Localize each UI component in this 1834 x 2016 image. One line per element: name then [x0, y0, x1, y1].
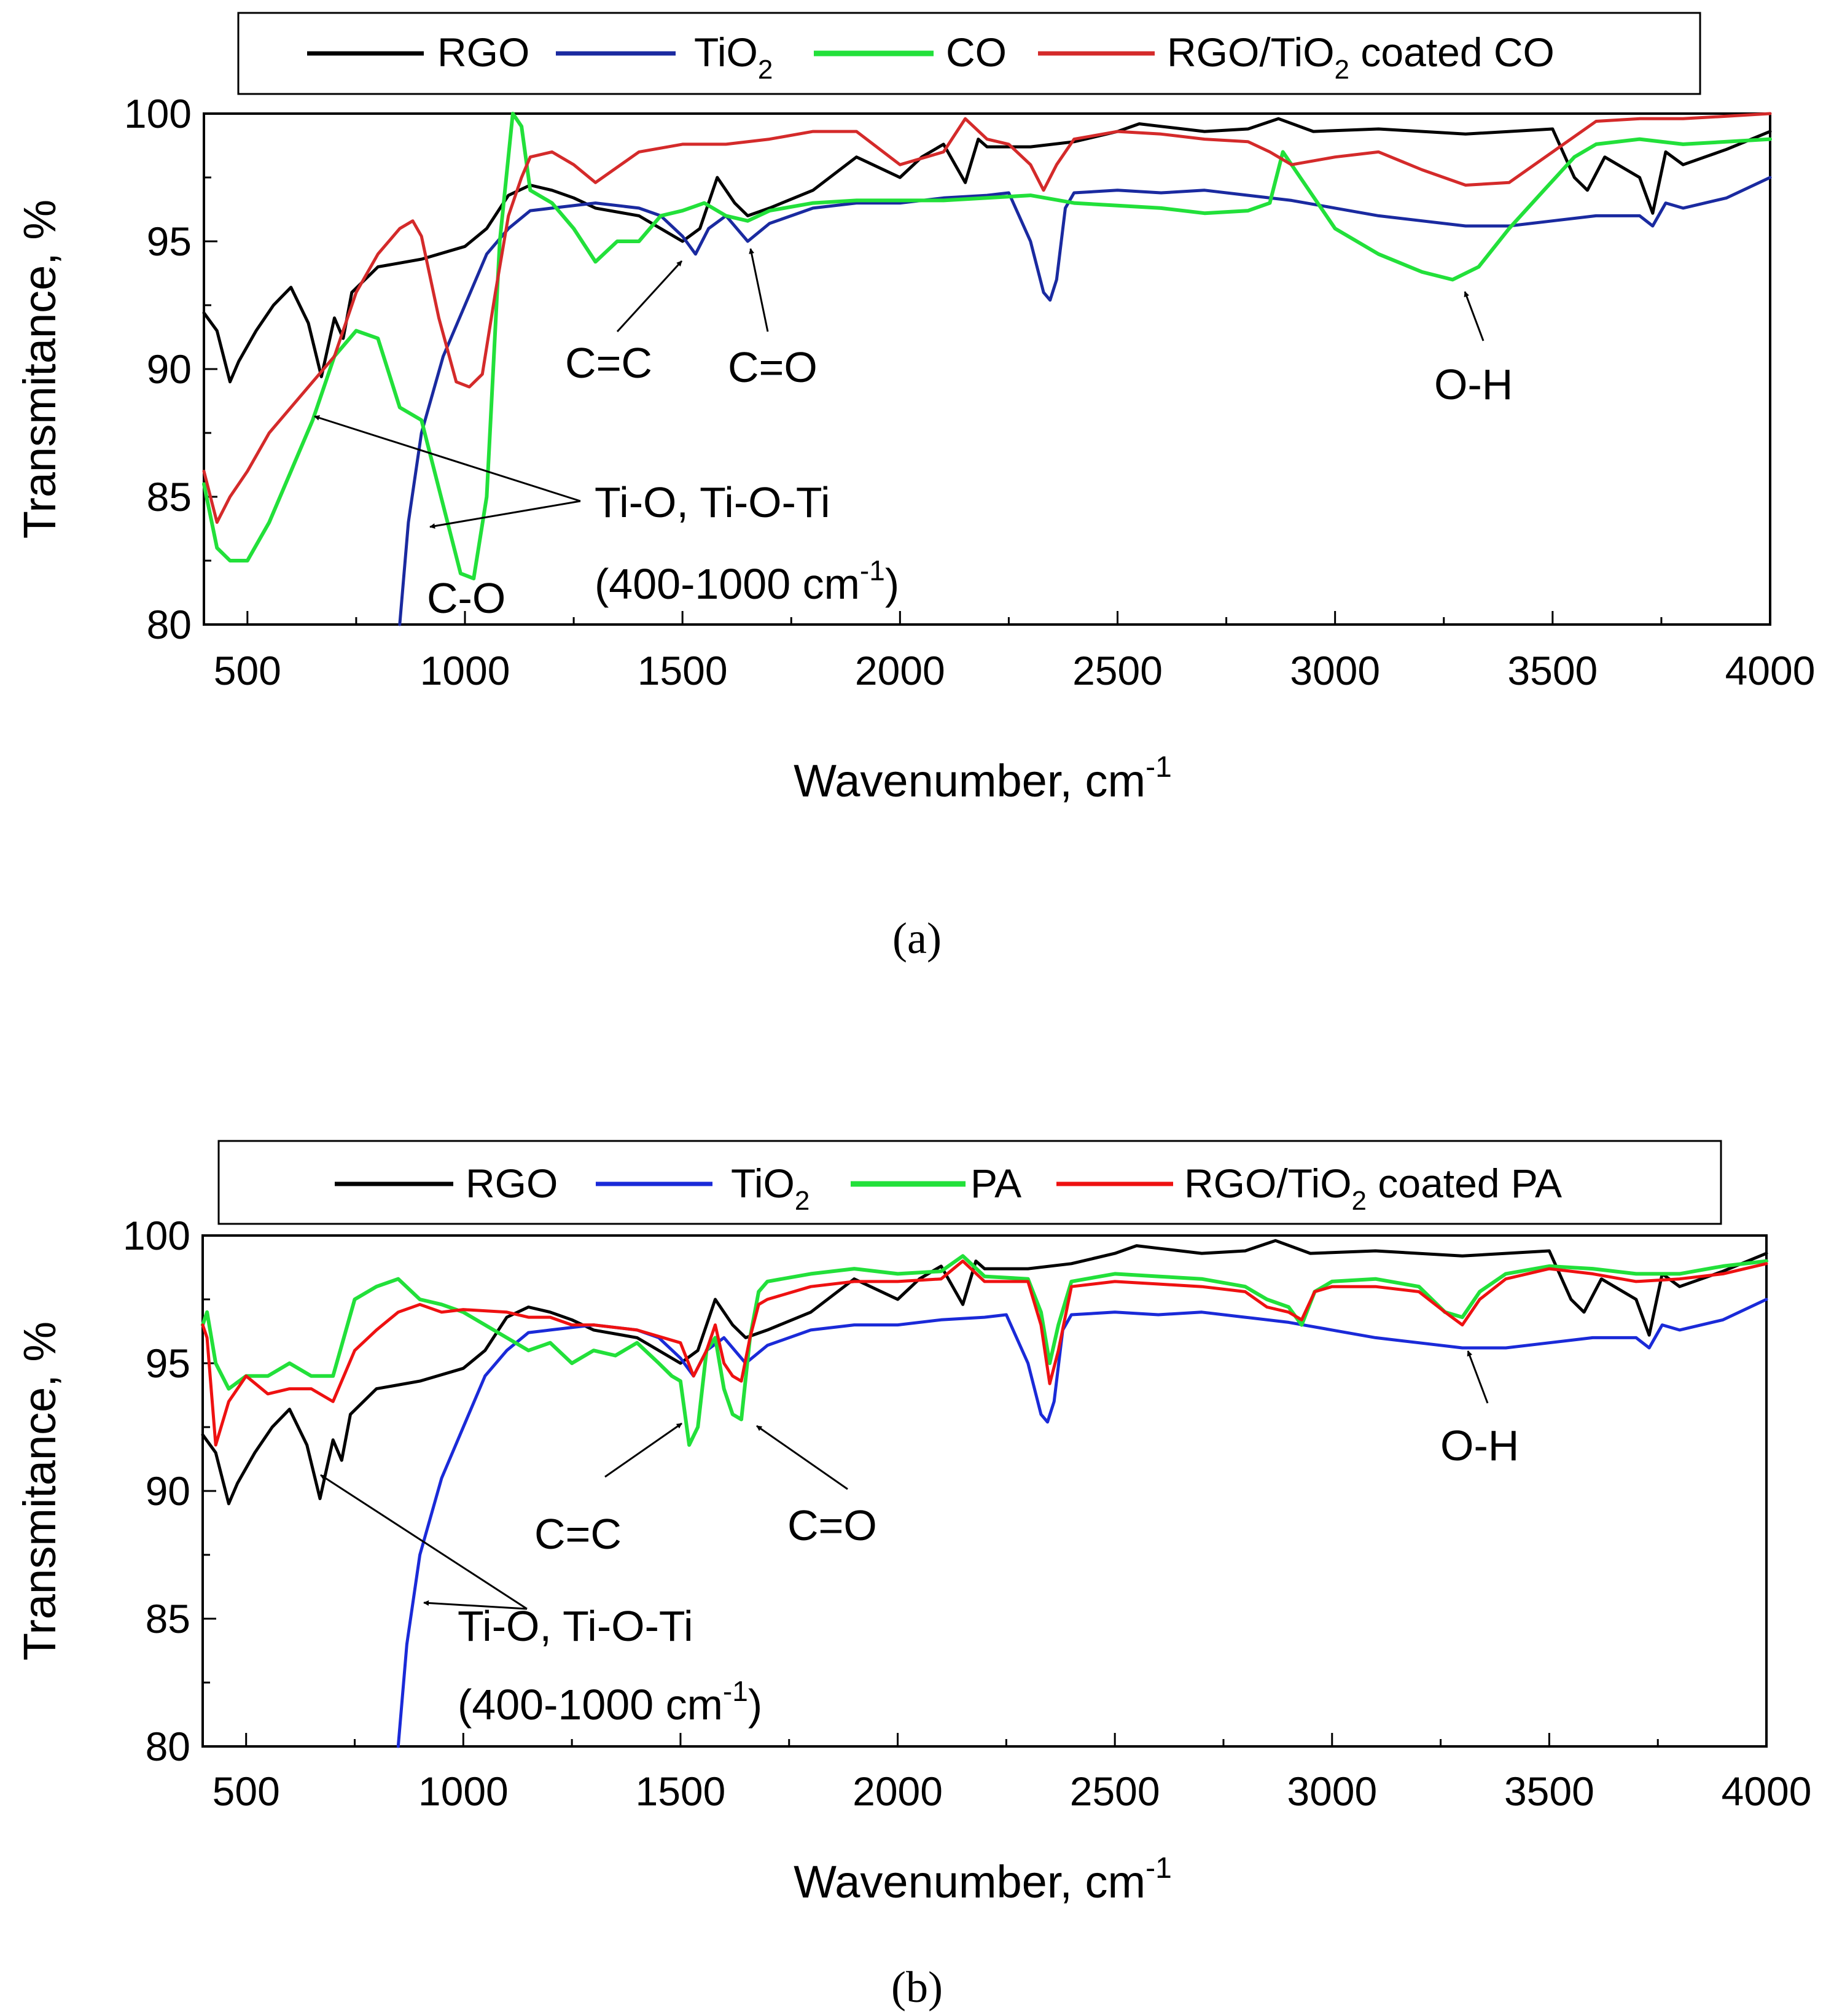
arrow-b-co	[756, 1425, 848, 1490]
legend-a-label-rgo: RGO	[437, 29, 529, 75]
x-axis-label-b: Wavenumber, cm-1	[794, 1852, 1172, 1907]
series-line-b-tio2	[396, 1298, 1768, 1748]
series-group-a	[202, 112, 1772, 626]
x-tick-label-b: 1500	[636, 1769, 726, 1814]
x-tick-label-a: 2000	[855, 648, 945, 693]
series-line-b-rgo-tio2-coated-pa	[201, 1259, 1768, 1447]
annotation-a-cc: C=C	[565, 339, 652, 387]
x-tick-label-a: 1500	[638, 648, 728, 693]
annotation-b-co: C=O	[787, 1501, 877, 1549]
annotations-a: C=C C=O O-H Ti-O, Ti-O-Ti (400-1000 cm-1…	[314, 248, 1513, 622]
legend-b-label-rgo: RGO	[466, 1161, 558, 1206]
legend-a-label-coated: RGO/TiO2 coated CO	[1167, 29, 1555, 85]
x-tick-label-b: 2000	[853, 1769, 943, 1814]
x-tick-label-a: 1000	[420, 648, 510, 693]
annotation-a-c-o: C-O	[427, 574, 505, 622]
annotation-b-oh: O-H	[1440, 1422, 1519, 1469]
annotations-b: C=C C=O O-H Ti-O, Ti-O-Ti (400-1000 cm-1…	[320, 1350, 1519, 1729]
arrow-a-cc	[616, 260, 683, 333]
panel-b-chart: RGO TiO2 PA RGO/TiO2 coated PA 500 1000 15…	[14, 1140, 1812, 2012]
y-tick-label-a: 80	[147, 602, 192, 647]
y-tick-label-a: 85	[147, 474, 192, 520]
y-tick-label-b: 100	[123, 1213, 190, 1258]
x-tick-label-b: 3000	[1287, 1769, 1377, 1814]
annotation-b-cc: C=C	[534, 1510, 622, 1558]
x-tick-label-a: 500	[214, 648, 281, 693]
annotation-a-tio: Ti-O, Ti-O-Ti	[595, 478, 830, 526]
arrow-b-tio-1	[320, 1474, 528, 1610]
series-line-b-rgo	[201, 1239, 1768, 1506]
x-tick-label-b: 2500	[1070, 1769, 1160, 1814]
axis-ticks-b: 500 1000 1500 2000 2500 3000 3500 4000 80 85 90 95 1…	[123, 1213, 1812, 1814]
legend-b-label-tio2: TiO2	[731, 1161, 810, 1216]
arrow-a-oh	[1464, 291, 1485, 341]
y-axis-label-a: Transmitance, %	[14, 200, 65, 539]
series-line-a-rgo-tio2-coated-co	[202, 112, 1772, 524]
legend-a-box	[237, 12, 1701, 95]
x-tick-label-b: 1000	[418, 1769, 509, 1814]
arrow-b-oh	[1467, 1350, 1489, 1404]
arrow-b-cc	[604, 1422, 682, 1478]
panel-a-chart: RGO TiO2 CO RGO/TiO2 coated CO 500 1000 15…	[14, 12, 1816, 963]
y-tick-label-b: 90	[146, 1468, 190, 1514]
legend-b: RGO TiO2 PA RGO/TiO2 coated PA	[217, 1140, 1722, 1225]
arrow-a-co	[749, 248, 769, 332]
x-tick-label-a: 3000	[1290, 648, 1380, 693]
x-tick-label-b: 500	[213, 1769, 280, 1814]
y-axis-label-b: Transmitance, %	[14, 1321, 65, 1660]
y-tick-label-a: 100	[124, 91, 192, 136]
y-tick-label-a: 90	[147, 346, 192, 392]
x-tick-label-b: 3500	[1504, 1769, 1594, 1814]
annotation-a-oh: O-H	[1434, 360, 1513, 408]
annotation-a-co: C=O	[728, 343, 817, 391]
y-tick-label-b: 95	[146, 1341, 190, 1386]
x-axis-label-a: Wavenumber, cm-1	[794, 751, 1172, 806]
series-line-a-tio2	[398, 176, 1772, 626]
caption-b: (b)	[891, 1963, 943, 2012]
x-tick-label-a: 4000	[1725, 648, 1816, 693]
annotation-b-tio: Ti-O, Ti-O-Ti	[458, 1602, 693, 1650]
arrow-a-tio-2	[429, 500, 581, 529]
x-tick-label-a: 3500	[1507, 648, 1598, 693]
series-group-b	[201, 1239, 1768, 1748]
series-line-a-rgo	[202, 117, 1772, 384]
x-tick-label-b: 4000	[1722, 1769, 1812, 1814]
arrow-a-tio-1	[314, 415, 581, 502]
y-tick-label-a: 95	[147, 219, 192, 264]
axis-ticks-a: 500 1000 1500 2000 2500 3000 3500 4000 80 85 90 95 1…	[124, 91, 1816, 693]
legend-a: RGO TiO2 CO RGO/TiO2 coated CO	[237, 12, 1701, 95]
y-tick-label-b: 80	[146, 1724, 190, 1769]
x-tick-label-a: 2500	[1072, 648, 1163, 693]
legend-b-box	[217, 1140, 1722, 1225]
annotation-a-range: (400-1000 cm-1)	[595, 555, 899, 608]
caption-a: (a)	[892, 914, 942, 963]
legend-b-label-coated: RGO/TiO2 coated PA	[1184, 1161, 1562, 1216]
series-line-a-co	[202, 112, 1772, 581]
series-line-b-pa	[201, 1254, 1768, 1447]
y-tick-label-b: 85	[146, 1596, 190, 1641]
legend-a-label-co: CO	[946, 29, 1007, 75]
arrow-b-tio-2	[423, 1600, 528, 1610]
legend-b-label-pa: PA	[970, 1161, 1021, 1206]
legend-a-label-tio2: TiO2	[694, 29, 773, 85]
annotation-b-range: (400-1000 cm-1)	[458, 1675, 762, 1729]
